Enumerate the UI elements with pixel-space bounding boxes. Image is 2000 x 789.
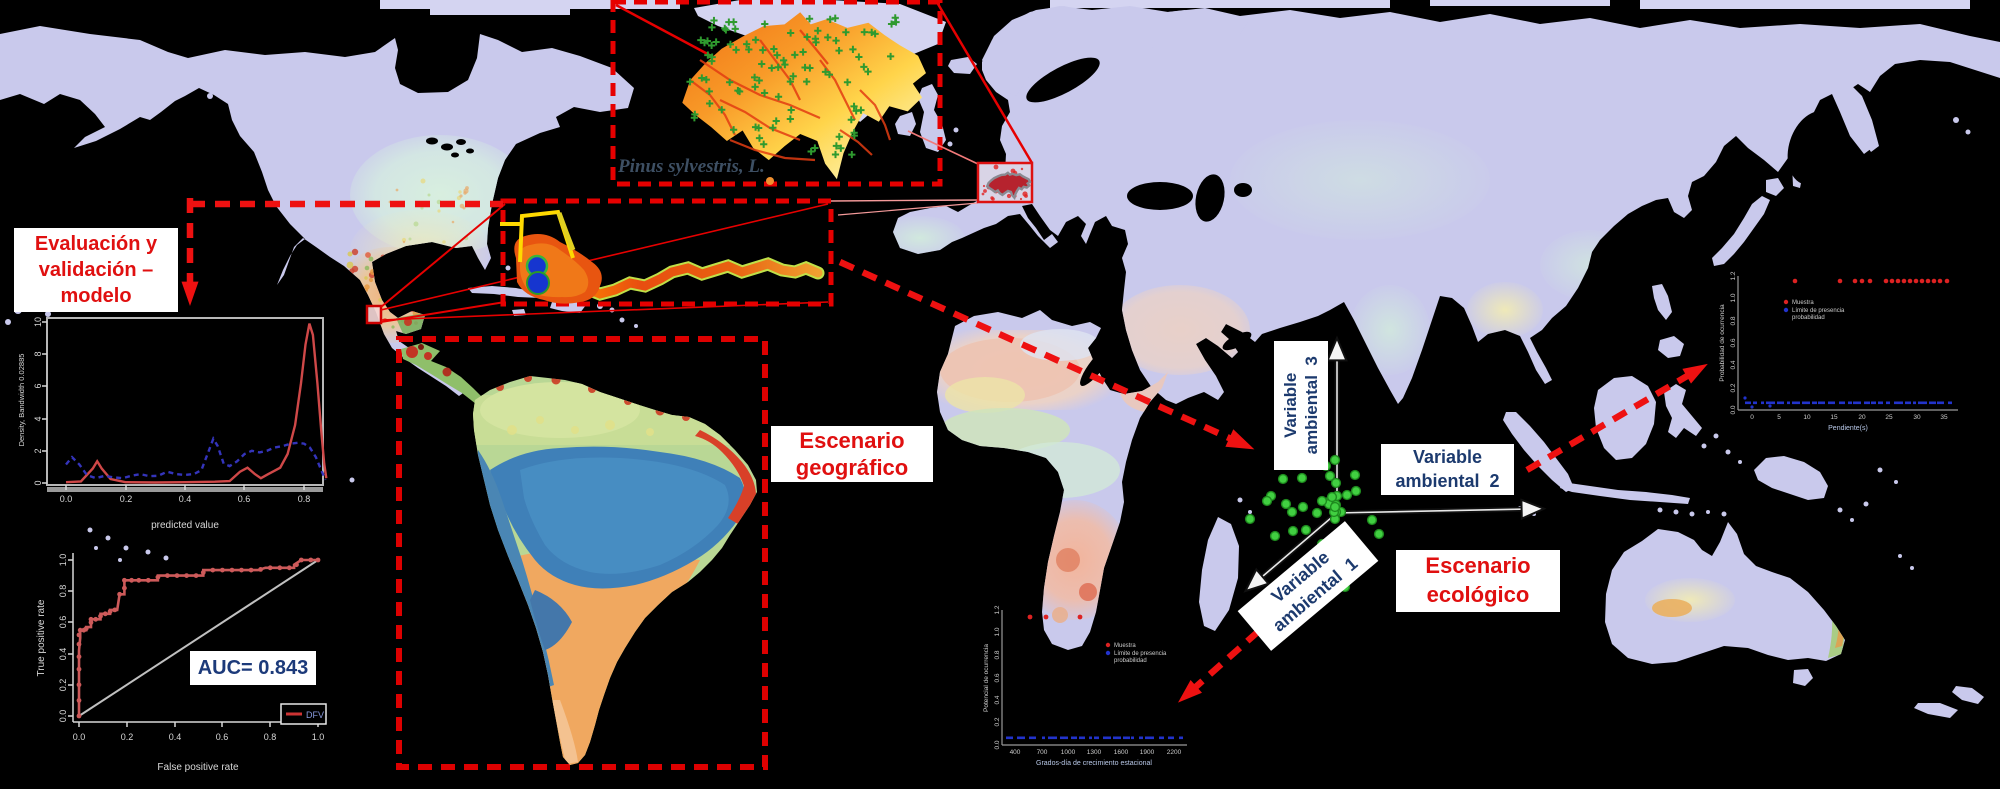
svg-text:30: 30 <box>1913 414 1921 421</box>
svg-text:Límite de presencia: Límite de presencia <box>1114 651 1167 657</box>
svg-text:0.8: 0.8 <box>298 494 311 504</box>
svg-text:1.0: 1.0 <box>1730 293 1737 302</box>
svg-text:0.6: 0.6 <box>238 494 251 504</box>
svg-text:0.4: 0.4 <box>169 732 182 742</box>
svg-text:0.4: 0.4 <box>179 494 192 504</box>
svg-text:700: 700 <box>1037 749 1048 756</box>
svg-text:Grados-día de crecimiento esta: Grados-día de crecimiento estacional <box>1036 760 1152 767</box>
svg-text:0.6: 0.6 <box>994 673 1001 682</box>
svg-text:1.2: 1.2 <box>994 605 1001 614</box>
svg-text:Muestra: Muestra <box>1792 300 1814 306</box>
svg-text:probabilidad: probabilidad <box>1114 658 1147 664</box>
svg-text:0.2: 0.2 <box>994 717 1001 726</box>
svg-text:2200: 2200 <box>1167 749 1182 756</box>
svg-text:10: 10 <box>1803 414 1811 421</box>
svg-text:0.2: 0.2 <box>120 494 133 504</box>
svg-text:Límite de presencia: Límite de presencia <box>1792 308 1845 314</box>
svg-text:0.8: 0.8 <box>58 585 68 598</box>
svg-text:0.2: 0.2 <box>58 679 68 692</box>
svg-text:Probabilidad de ocurrencia: Probabilidad de ocurrencia <box>1719 304 1726 382</box>
svg-text:predicted value: predicted value <box>151 520 219 531</box>
svg-text:4: 4 <box>33 416 43 421</box>
svg-text:0.8: 0.8 <box>994 650 1001 659</box>
svg-text:1.0: 1.0 <box>994 627 1001 636</box>
svg-text:1.0: 1.0 <box>312 732 325 742</box>
svg-text:0.4: 0.4 <box>58 648 68 661</box>
svg-text:probabilidad: probabilidad <box>1792 315 1825 321</box>
svg-text:35: 35 <box>1940 414 1948 421</box>
svg-text:0.4: 0.4 <box>994 695 1001 704</box>
svg-text:1600: 1600 <box>1114 749 1129 756</box>
svg-text:0.6: 0.6 <box>216 732 229 742</box>
svg-text:0.0: 0.0 <box>73 732 86 742</box>
svg-text:5: 5 <box>1777 414 1781 421</box>
svg-text:1.0: 1.0 <box>58 554 68 567</box>
svg-text:2: 2 <box>33 448 43 453</box>
svg-text:0.8: 0.8 <box>1730 316 1737 325</box>
svg-text:0.8: 0.8 <box>264 732 277 742</box>
svg-text:15: 15 <box>1830 414 1838 421</box>
svg-text:0: 0 <box>1750 414 1754 421</box>
svg-text:DFV: DFV <box>306 710 324 720</box>
svg-text:Muestra: Muestra <box>1114 643 1136 649</box>
svg-text:0.6: 0.6 <box>1730 338 1737 347</box>
svg-text:10: 10 <box>33 317 43 327</box>
svg-text:20: 20 <box>1858 414 1866 421</box>
svg-text:1300: 1300 <box>1087 749 1102 756</box>
svg-text:Potencial de ocurrencia: Potencial de ocurrencia <box>983 644 990 712</box>
svg-text:25: 25 <box>1885 414 1893 421</box>
svg-text:Density, Bandwidth 0.02885: Density, Bandwidth 0.02885 <box>17 354 26 447</box>
svg-text:0: 0 <box>33 480 43 485</box>
svg-text:8: 8 <box>33 351 43 356</box>
svg-text:0.0: 0.0 <box>58 710 68 723</box>
svg-text:Pendiente(s): Pendiente(s) <box>1828 425 1868 432</box>
svg-text:0.2: 0.2 <box>1730 383 1737 392</box>
svg-text:1.2: 1.2 <box>1730 271 1737 280</box>
svg-text:0.6: 0.6 <box>58 616 68 629</box>
svg-text:400: 400 <box>1010 749 1021 756</box>
svg-text:1000: 1000 <box>1061 749 1076 756</box>
svg-text:0.2: 0.2 <box>121 732 134 742</box>
svg-text:True positive rate: True positive rate <box>36 599 47 676</box>
svg-text:0.0: 0.0 <box>994 740 1001 749</box>
svg-text:0.0: 0.0 <box>60 494 73 504</box>
svg-text:False positive rate: False positive rate <box>157 762 239 773</box>
svg-text:6: 6 <box>33 383 43 388</box>
svg-text:1900: 1900 <box>1140 749 1155 756</box>
svg-text:0.0: 0.0 <box>1730 405 1737 414</box>
svg-text:0.4: 0.4 <box>1730 360 1737 369</box>
